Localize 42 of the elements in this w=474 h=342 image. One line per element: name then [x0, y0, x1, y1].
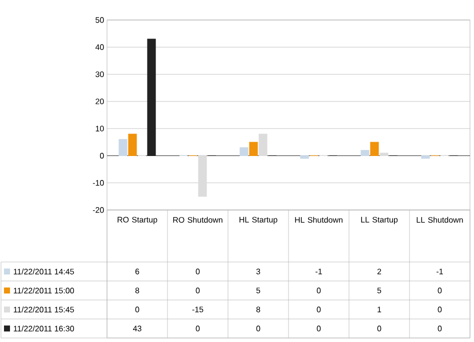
y-tick-label: -20: [92, 207, 104, 213]
data-label: 2: [377, 268, 382, 274]
data-label: 5: [256, 288, 260, 294]
data-label: 5: [377, 288, 382, 294]
y-tick-label: -10: [92, 180, 104, 186]
data-label: 0: [316, 306, 321, 312]
data-label: 0: [196, 288, 200, 294]
x-tick-label: LL Shutdown: [416, 216, 463, 223]
data-label: 0: [256, 326, 260, 332]
y-tick-label: 40: [95, 44, 104, 50]
data-label: -15: [192, 306, 204, 312]
legend-label: 11/22/2011 15:00: [14, 288, 74, 294]
y-tick-label: 10: [96, 126, 104, 132]
x-tick-label: RO Shutdown: [173, 216, 222, 223]
data-label: 0: [316, 288, 321, 294]
data-label: 6: [135, 268, 140, 274]
data-label: 0: [438, 326, 442, 332]
y-tick-label: 20: [96, 98, 104, 104]
data-label: 0: [438, 306, 442, 312]
data-label: 0: [196, 326, 200, 332]
data-label: 0: [377, 326, 382, 332]
data-label: 1: [378, 306, 382, 312]
y-tick-label: 30: [96, 71, 104, 78]
data-label: -1: [316, 268, 322, 274]
data-label: 0: [196, 268, 200, 274]
data-label: -1: [436, 268, 443, 274]
data-label: 0: [438, 288, 442, 294]
data-label: 8: [256, 306, 260, 312]
y-tick-label: 50: [96, 17, 104, 23]
x-tick-label: RO Startup: [118, 216, 158, 224]
data-label: 0: [135, 306, 140, 312]
x-tick-label: HL Startup: [240, 216, 278, 224]
x-tick-label: LL Startup: [361, 216, 398, 224]
y-tick-label: 0: [100, 152, 104, 159]
data-label: 43: [132, 326, 142, 332]
legend-label: 11/22/2011 15:45: [14, 306, 74, 312]
legend-label: 11/22/2011 16:30: [14, 326, 74, 332]
data-label: 3: [256, 268, 260, 274]
legend-label: 11/22/2011 14:45: [14, 268, 74, 274]
data-label: 8: [135, 288, 140, 294]
data-label: 0: [316, 326, 321, 332]
x-tick-label: HL Shutdown: [295, 216, 342, 223]
